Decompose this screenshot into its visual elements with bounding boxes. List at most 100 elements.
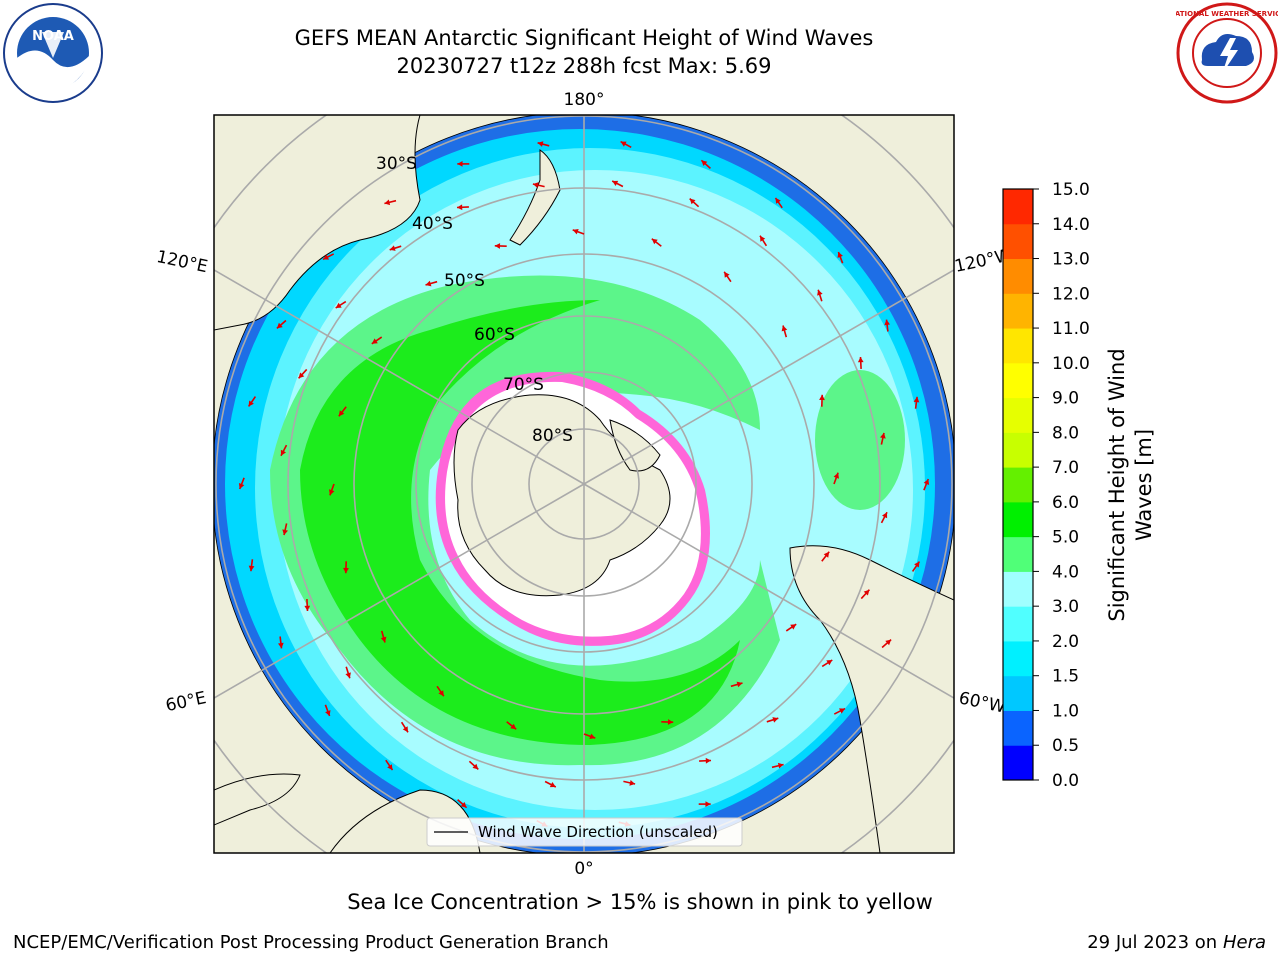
wave-direction-arrowhead [705, 757, 711, 764]
latitude-labels: 30°S 40°S 50°S 60°S 70°S 80°S [376, 154, 573, 446]
wave-direction-arrowhead [882, 512, 888, 519]
colorbar-label-line1: Significant Height of Wind [1105, 348, 1129, 621]
colorbar-segment [1003, 571, 1033, 607]
wave-direction-arrowhead [885, 639, 892, 646]
colorbar-tick-label: 7.0 [1052, 458, 1079, 478]
wave-direction-arrowhead [325, 710, 331, 716]
map-legend: Wind Wave Direction (unscaled) [426, 817, 743, 847]
wave-direction-arrowhead [402, 726, 408, 733]
lat-label-40s: 40°S [412, 214, 453, 234]
colorbar-frame [1002, 188, 1034, 781]
colorbar-tick-label: 8.0 [1052, 423, 1079, 443]
wave-direction-arrowhead [389, 245, 396, 251]
wave-direction-arrowhead [387, 764, 393, 771]
south-america-land [789, 545, 954, 853]
wave-direction-arrowhead [537, 141, 544, 147]
wave-direction-arrowhead [278, 642, 284, 649]
colorbar-ticks: 0.0 0.5 1.0 1.5 2.0 3.0 4.0 5.0 6.0 7.0 8.0 9.0 10.0… [1033, 180, 1090, 791]
wave-direction-arrowhead [777, 762, 784, 769]
wave-direction-arrowhead [667, 719, 674, 725]
map-subtitle: 20230727 t12z 288h fcst Max: 5.69 [396, 54, 772, 78]
wave-direction-arrowhead [736, 681, 743, 688]
wave-direction-arrowhead [823, 551, 830, 558]
colorbar-tick-label: 5.0 [1052, 528, 1079, 548]
wave-direction-arrowhead [282, 529, 288, 536]
wave-direction-arrowhead [472, 763, 479, 770]
wave-direction-arrowhead [819, 394, 825, 401]
nws-logo: NATIONAL WEATHER SERVICE [1176, 2, 1278, 104]
wave-direction-arrowhead [345, 672, 351, 679]
colorbar-segment [1003, 258, 1033, 294]
lat-label-80s: 80°S [532, 426, 573, 446]
wave-direction-arrowhead [923, 479, 930, 485]
lon-label-60w: 60°W [957, 688, 1007, 717]
meridian-lines [214, 115, 954, 853]
colorbar-segment [1003, 501, 1033, 538]
colorbar-tick-label: 10.0 [1052, 354, 1090, 374]
lon-label-180: 180° [564, 90, 605, 110]
footer-machine: Hera [1222, 932, 1266, 953]
colorbar-tick-label: 15.0 [1052, 180, 1090, 200]
wave-direction-arrowhead [532, 182, 539, 188]
wave-direction-arrowhead [863, 589, 870, 596]
wave-direction-arrowhead [884, 319, 890, 326]
noaa-logo-text: NOAA [32, 29, 74, 44]
colorbar: 0.0 0.5 1.0 1.5 2.0 3.0 4.0 5.0 6.0 7.0 8.0 9.0 10.0… [1002, 180, 1156, 791]
footer-date: 29 Jul 2023 on Hera [1087, 932, 1266, 953]
wave-direction-arrowhead [384, 199, 391, 206]
lon-label-0: 0° [574, 859, 593, 879]
colorbar-tick-label: 6.0 [1052, 493, 1079, 513]
wave-direction-arrowhead [298, 372, 305, 379]
wave-direction-arrowhead [425, 280, 432, 287]
wave-direction-arrowhead [833, 472, 839, 479]
colorbar-segment [1003, 362, 1033, 399]
map-title: GEFS MEAN Antarctic Significant Height o… [294, 26, 874, 50]
wave-direction-arrowhead [343, 567, 349, 574]
wave-direction-arrowhead [651, 238, 658, 245]
wave-direction-arrowhead [589, 733, 596, 739]
lat-label-30s: 30°S [376, 154, 417, 174]
wave-direction-arrowhead [371, 338, 378, 344]
colorbar-tick-label: 0.5 [1052, 736, 1079, 756]
colorbar-tick-label: 9.0 [1052, 389, 1079, 409]
colorbar-tick-label: 11.0 [1052, 319, 1090, 339]
lat-label-70s: 70°S [503, 375, 544, 395]
wave-direction-arrowhead [914, 561, 920, 568]
wave-direction-arrowhead [280, 449, 286, 456]
wave-direction-arrowhead [790, 624, 797, 630]
wave-direction-arrowhead [826, 660, 833, 666]
wave-direction-arrowhead [781, 325, 788, 332]
colorbar-segment [1003, 223, 1033, 260]
wave-direction-arrowhead [438, 690, 444, 697]
wave-direction-arrowhead [701, 160, 708, 166]
colorbar-segments [1003, 189, 1033, 781]
new-zealand-land [509, 149, 561, 246]
wave-direction-arrowhead [775, 197, 781, 204]
wave-direction-arrowhead [549, 782, 556, 788]
wave-direction-arrowhead [817, 289, 823, 296]
colorbar-tick-label: 14.0 [1052, 215, 1090, 235]
sea-ice-note: Sea Ice Concentration > 15% is shown in … [347, 890, 933, 914]
africa-land [214, 773, 301, 826]
wave-direction-arrowhead [620, 141, 627, 147]
colorbar-segment [1003, 189, 1033, 225]
colorbar-segment [1003, 293, 1033, 329]
colorbar-segment [1003, 432, 1033, 468]
colorbar-tick-label: 12.0 [1052, 284, 1090, 304]
wave-direction-arrowhead [857, 357, 864, 363]
wave-direction-arrowhead [457, 161, 463, 167]
colorbar-tick-label: 1.0 [1052, 701, 1079, 721]
colorbar-tick-label: 0.0 [1052, 771, 1079, 791]
colorbar-tick-label: 13.0 [1052, 250, 1090, 270]
wave-direction-arrowhead [705, 801, 711, 807]
colorbar-segment [1003, 397, 1033, 433]
footer-credit: NCEP/EMC/Verification Post Processing Pr… [13, 932, 609, 953]
colorbar-segment [1003, 328, 1033, 364]
wave-direction-arrowhead [572, 229, 579, 235]
colorbar-tick-label: 4.0 [1052, 562, 1079, 582]
wave-direction-arrowhead [494, 243, 501, 249]
colorbar-segment [1003, 745, 1033, 781]
australia-land [214, 115, 421, 331]
wave-direction-arrowhead [323, 254, 329, 260]
